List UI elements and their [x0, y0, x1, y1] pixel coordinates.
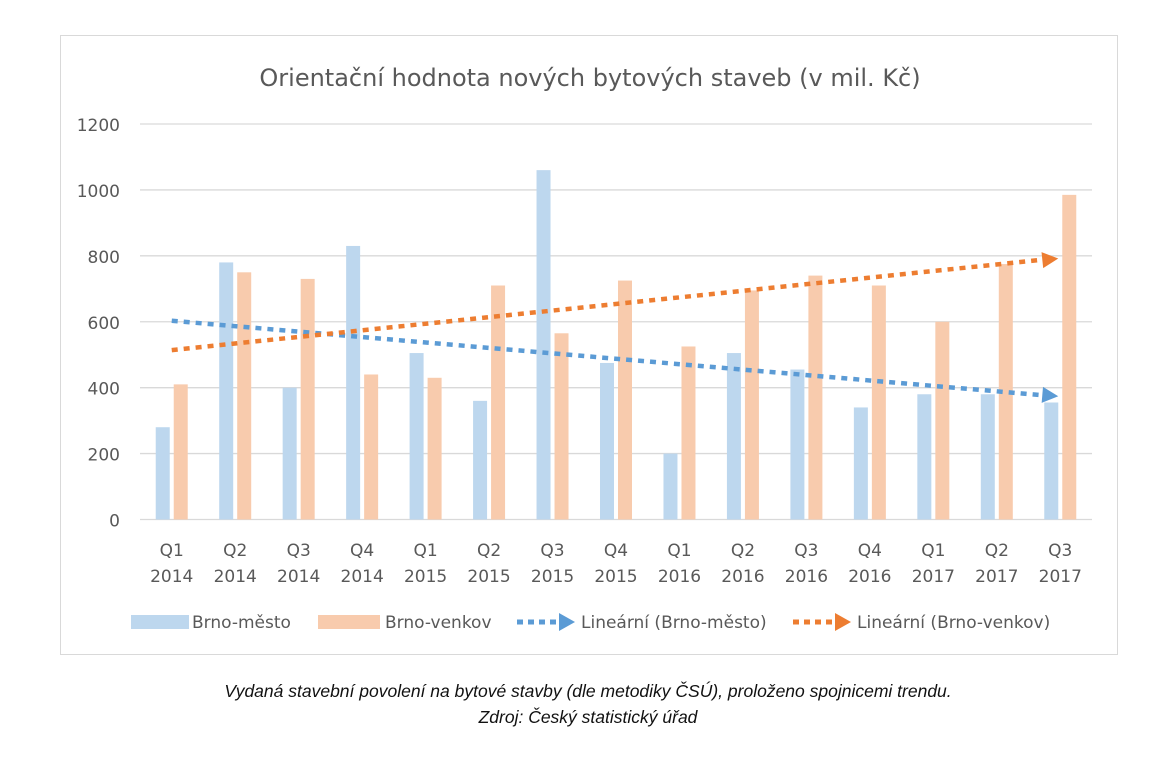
legend-item: Brno-město	[131, 613, 291, 633]
x-tick-year: 2014	[341, 567, 384, 587]
legend-item: Lineární (Brno-město)	[517, 613, 767, 633]
x-tick-quarter: Q4	[858, 541, 882, 561]
legend-label: Lineární (Brno-město)	[581, 613, 767, 633]
bar-brno-mesto	[219, 262, 234, 520]
x-tick-year: 2015	[594, 567, 637, 587]
x-tick-quarter: Q1	[667, 541, 691, 561]
x-tick-quarter: Q1	[160, 541, 184, 561]
legend: Brno-město Brno-venkov Lineární (Brno-měst…	[131, 613, 1050, 633]
x-tick-quarter: Q1	[921, 541, 945, 561]
x-tick-year: 2015	[467, 567, 510, 587]
legend-arrow-icon	[835, 613, 851, 631]
x-tick-year: 2016	[848, 567, 891, 587]
y-tick-label: 200	[88, 446, 120, 466]
bar-brno-venkov	[998, 264, 1013, 520]
x-tick-quarter: Q3	[540, 541, 564, 561]
bar-brno-mesto	[473, 400, 488, 520]
trendlines	[171, 252, 1059, 403]
bar-brno-mesto	[346, 245, 361, 520]
trendline-brno-venkov	[171, 257, 1043, 353]
bar-brno-mesto	[155, 427, 170, 520]
x-tick-year: 2016	[658, 567, 701, 587]
x-tick-quarter: Q1	[413, 541, 437, 561]
bar-brno-mesto	[663, 453, 678, 520]
x-tick-year: 2014	[214, 567, 257, 587]
bar-brno-venkov	[681, 346, 696, 520]
bar-brno-mesto	[600, 362, 614, 520]
x-axis-ticks: Q1 2014 Q2 2014 Q3 2014 Q4 2014 Q1 2015 Q2 2015 Q3 20…	[150, 541, 1082, 587]
x-tick-year: 2015	[404, 567, 447, 587]
x-tick-quarter: Q4	[350, 541, 374, 561]
bar-brno-mesto	[282, 387, 297, 520]
legend-label: Brno-město	[192, 613, 291, 633]
bar-brno-venkov	[364, 374, 379, 520]
bar-brno-venkov	[935, 321, 950, 520]
chart: Orientační hodnota nových bytových stave…	[77, 64, 1092, 633]
bar-brno-mesto	[853, 407, 868, 520]
x-tick-year: 2017	[975, 567, 1018, 587]
x-tick-quarter: Q3	[1048, 541, 1072, 561]
x-tick-year: 2015	[531, 567, 574, 587]
bar-brno-venkov	[300, 278, 315, 520]
y-tick-label: 800	[88, 248, 120, 268]
y-tick-label: 1200	[77, 116, 120, 136]
legend-arrow-icon	[559, 613, 575, 631]
legend-swatch	[318, 615, 380, 629]
bar-brno-mesto	[409, 353, 424, 520]
legend-item: Lineární (Brno-venkov)	[793, 613, 1050, 633]
x-tick-year: 2017	[1039, 567, 1082, 587]
x-tick-quarter: Q2	[985, 541, 1009, 561]
x-tick-year: 2014	[150, 567, 193, 587]
x-tick-year: 2016	[721, 567, 764, 587]
y-tick-label: 600	[88, 314, 120, 334]
bar-brno-mesto	[726, 353, 741, 520]
bar-brno-mesto	[917, 394, 932, 520]
bar-brno-venkov	[173, 384, 188, 520]
legend-item: Brno-venkov	[318, 613, 492, 633]
bar-brno-venkov	[427, 377, 442, 520]
y-tick-label: 0	[109, 512, 120, 532]
x-tick-quarter: Q2	[731, 541, 755, 561]
bar-brno-venkov	[618, 280, 632, 520]
caption-source: Zdroj: Český statistický úřad	[478, 707, 698, 727]
x-tick-quarter: Q2	[223, 541, 247, 561]
bar-brno-venkov	[871, 285, 886, 520]
x-tick-quarter: Q3	[794, 541, 818, 561]
caption-description: Vydaná stavební povolení na bytové stavb…	[224, 681, 952, 701]
legend-label: Brno-venkov	[385, 613, 492, 633]
bars	[155, 170, 1077, 520]
bar-brno-venkov	[237, 272, 252, 520]
bar-brno-venkov	[1062, 194, 1077, 520]
legend-swatch	[131, 615, 189, 629]
x-tick-year: 2014	[277, 567, 320, 587]
x-tick-year: 2017	[912, 567, 955, 587]
x-tick-year: 2016	[785, 567, 828, 587]
bar-brno-mesto	[790, 369, 805, 520]
gridlines	[140, 123, 1092, 521]
bar-brno-venkov	[744, 290, 759, 520]
bar-brno-venkov	[808, 275, 823, 520]
bar-brno-venkov	[491, 285, 506, 520]
trendline-arrow-icon	[1041, 386, 1059, 403]
legend-label: Lineární (Brno-venkov)	[857, 613, 1050, 633]
bar-brno-mesto	[980, 394, 995, 520]
y-tick-label: 1000	[77, 182, 120, 202]
chart-title: Orientační hodnota nových bytových stave…	[259, 64, 920, 92]
x-tick-quarter: Q4	[604, 541, 628, 561]
x-tick-quarter: Q3	[287, 541, 311, 561]
bar-brno-venkov	[554, 333, 569, 520]
bar-brno-mesto	[1044, 402, 1059, 520]
bar-brno-mesto	[536, 170, 551, 520]
x-tick-quarter: Q2	[477, 541, 501, 561]
y-tick-label: 400	[88, 380, 120, 400]
y-axis-ticks: 0 200 400 600 800 1000 1200	[77, 116, 120, 532]
trendline-arrow-icon	[1041, 252, 1059, 269]
